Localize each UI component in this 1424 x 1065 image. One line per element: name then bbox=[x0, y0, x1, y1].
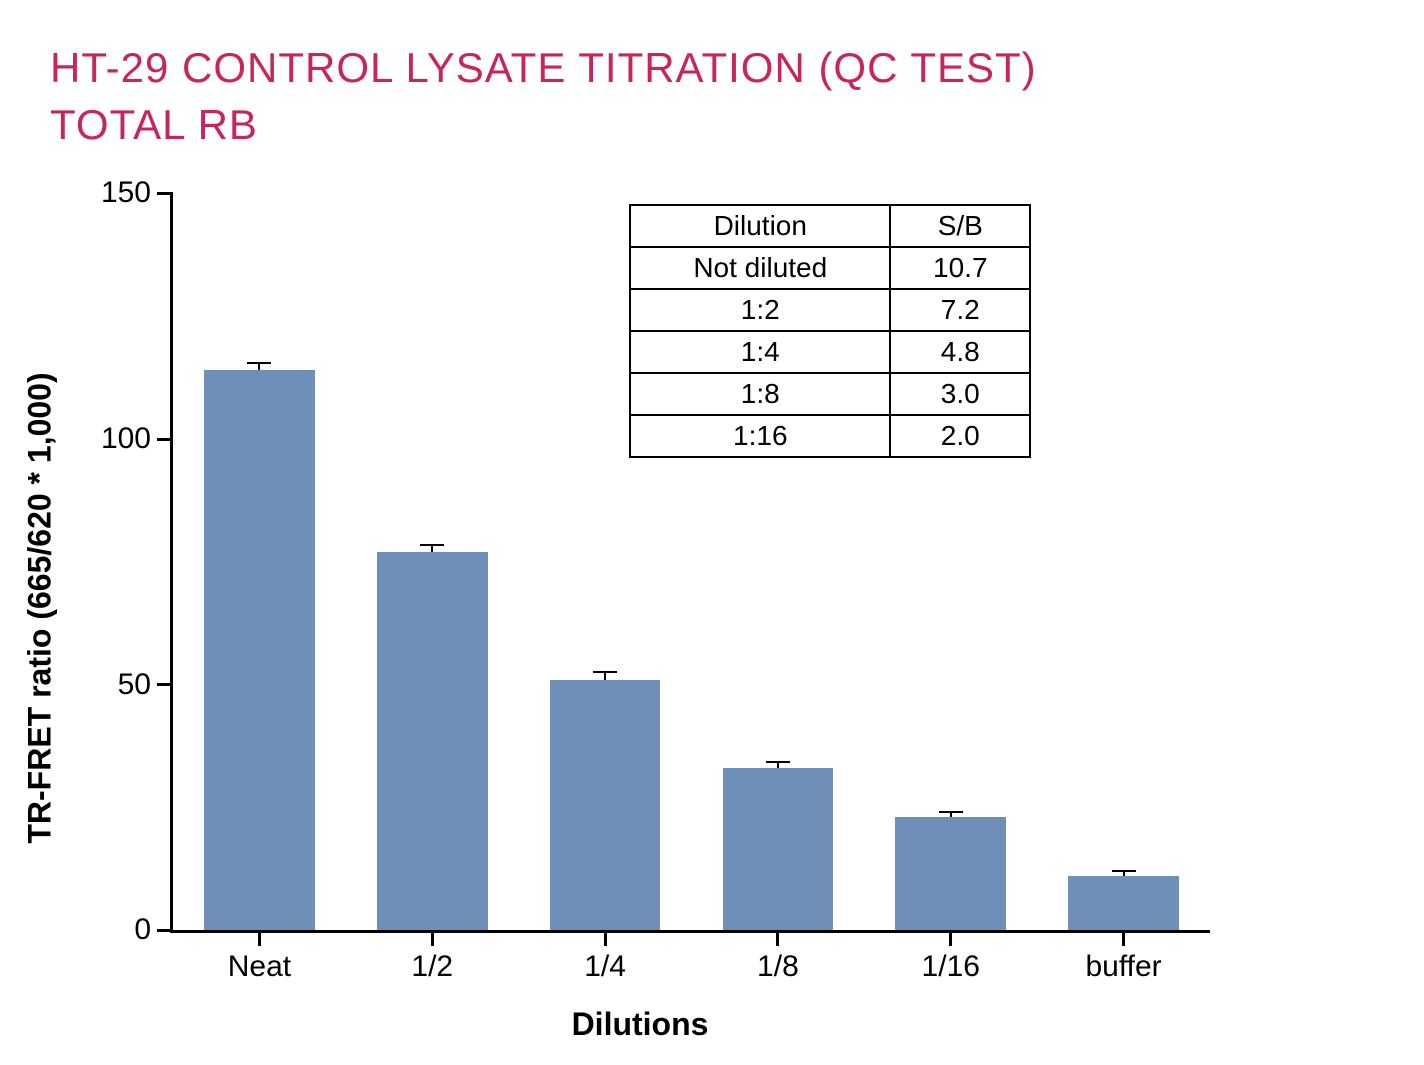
y-tick-label: 0 bbox=[134, 913, 151, 947]
dilution-sb-table: DilutionS/BNot diluted10.71:27.21:44.81:… bbox=[629, 204, 1031, 458]
table-cell: 1:2 bbox=[630, 289, 890, 331]
title-line-1: HT-29 CONTROL LYSATE TITRATION (QC TEST) bbox=[50, 44, 1037, 91]
x-tick bbox=[604, 930, 607, 946]
chart-container: TR-FRET ratio (665/620 * 1,000) 05010015… bbox=[50, 193, 1230, 1023]
error-bar-cap bbox=[939, 811, 963, 813]
y-axis-label: TR-FRET ratio (665/620 * 1,000) bbox=[22, 373, 59, 844]
table-row: 1:83.0 bbox=[630, 373, 1030, 415]
y-tick-label: 150 bbox=[101, 176, 151, 210]
y-tick bbox=[157, 192, 173, 195]
chart-title: HT-29 CONTROL LYSATE TITRATION (QC TEST)… bbox=[50, 40, 1374, 153]
x-tick-label: 1/2 bbox=[411, 950, 453, 984]
table-row: Not diluted10.7 bbox=[630, 247, 1030, 289]
x-tick bbox=[776, 930, 779, 946]
error-bar-stem bbox=[431, 545, 433, 552]
table-cell: 4.8 bbox=[890, 331, 1030, 373]
title-line-2: TOTAL RB bbox=[50, 101, 258, 148]
bar bbox=[723, 768, 834, 930]
bar bbox=[204, 370, 315, 930]
x-tick bbox=[258, 930, 261, 946]
x-tick-label: 1/8 bbox=[757, 950, 799, 984]
table-row: 1:44.8 bbox=[630, 331, 1030, 373]
error-bar-cap bbox=[420, 544, 444, 546]
table-cell: 10.7 bbox=[890, 247, 1030, 289]
table-header-cell: Dilution bbox=[630, 205, 890, 247]
error-bar-cap bbox=[247, 362, 271, 364]
bar bbox=[895, 817, 1006, 930]
table-cell: 2.0 bbox=[890, 415, 1030, 457]
bar bbox=[377, 552, 488, 930]
error-bar-stem bbox=[258, 363, 260, 370]
error-bar-cap bbox=[593, 671, 617, 673]
table-cell: 7.2 bbox=[890, 289, 1030, 331]
x-tick bbox=[949, 930, 952, 946]
table-cell: 1:4 bbox=[630, 331, 890, 373]
table-header-cell: S/B bbox=[890, 205, 1030, 247]
table-cell: 3.0 bbox=[890, 373, 1030, 415]
plot-area: 050100150Neat1/21/41/81/16bufferDilution… bbox=[170, 193, 1210, 933]
x-tick-label: 1/4 bbox=[584, 950, 626, 984]
x-tick-label: Neat bbox=[228, 950, 291, 984]
table-cell: Not diluted bbox=[630, 247, 890, 289]
table-cell: 1:8 bbox=[630, 373, 890, 415]
y-tick-label: 100 bbox=[101, 422, 151, 456]
x-axis-label: Dilutions bbox=[572, 1006, 709, 1043]
x-tick-label: 1/16 bbox=[922, 950, 980, 984]
y-tick-label: 50 bbox=[118, 668, 151, 702]
table-row: 1:27.2 bbox=[630, 289, 1030, 331]
table-cell: 1:16 bbox=[630, 415, 890, 457]
error-bar-cap bbox=[766, 761, 790, 763]
x-tick bbox=[1122, 930, 1125, 946]
error-bar-stem bbox=[604, 672, 606, 679]
y-tick bbox=[157, 929, 173, 932]
x-tick bbox=[431, 930, 434, 946]
bar bbox=[1068, 876, 1179, 930]
bar bbox=[550, 680, 661, 931]
error-bar-cap bbox=[1112, 870, 1136, 872]
x-tick-label: buffer bbox=[1085, 950, 1161, 984]
y-tick bbox=[157, 438, 173, 441]
y-tick bbox=[157, 683, 173, 686]
table-row: 1:162.0 bbox=[630, 415, 1030, 457]
